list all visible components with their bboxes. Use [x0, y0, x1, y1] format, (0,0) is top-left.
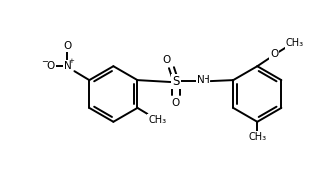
Text: CH₃: CH₃ [286, 38, 304, 48]
Text: H: H [202, 75, 210, 85]
Text: N: N [197, 75, 205, 85]
Text: −: − [41, 57, 48, 66]
Text: CH₃: CH₃ [148, 115, 166, 125]
Text: CH₃: CH₃ [248, 132, 266, 142]
Text: +: + [69, 58, 74, 64]
Text: S: S [172, 75, 180, 88]
Text: O: O [163, 55, 171, 65]
Text: N: N [64, 61, 72, 71]
Text: O: O [47, 61, 55, 71]
Text: O: O [172, 98, 180, 108]
Text: O: O [270, 49, 278, 59]
Text: O: O [63, 41, 72, 51]
